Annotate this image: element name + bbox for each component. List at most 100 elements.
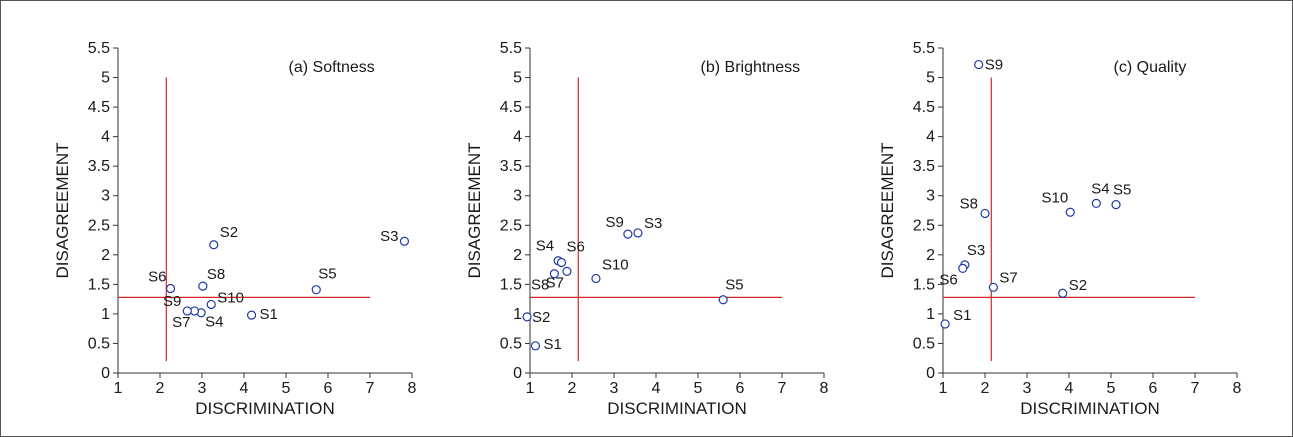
x-tick-label: 8	[408, 380, 417, 397]
x-tick-label: 8	[1233, 380, 1242, 397]
y-tick-label: 5.5	[913, 40, 935, 57]
point-s5	[718, 295, 728, 305]
y-tick-label: 4.5	[913, 99, 935, 116]
point-s10	[591, 273, 601, 284]
x-tick-label: 8	[820, 380, 829, 397]
x-axis-label: DISCRIMINATION	[607, 399, 746, 418]
point-label-s9: S9	[163, 293, 181, 310]
point-label-s6: S6	[939, 271, 957, 288]
x-tick-label: 4	[1065, 380, 1074, 397]
y-tick-label: 2	[513, 247, 522, 264]
x-tick-label: 5	[282, 380, 291, 397]
point-s9	[974, 59, 984, 70]
x-tick-label: 5	[1107, 380, 1116, 397]
y-tick-label: 0	[101, 365, 110, 382]
point-label-s4: S4	[205, 314, 223, 331]
point-s10	[206, 299, 216, 310]
point-label-s5: S5	[318, 266, 336, 283]
x-tick-label: 6	[1149, 380, 1158, 397]
point-label-s4: S4	[536, 238, 554, 255]
point-s9	[182, 306, 192, 316]
point-s8	[198, 281, 208, 291]
y-tick-label: 5	[926, 70, 935, 87]
charts-group: 1 2 3 4 5 6 7 8 0 0.5 1 1.5 2 2.5 3 3.5 4 4.5 5 5.5 DISCRIMI…	[53, 40, 1242, 418]
y-tick-label: 3	[513, 188, 522, 205]
y-axis-label: DISAGREEMENT	[878, 142, 897, 278]
x-tick-label: 4	[652, 380, 661, 397]
point-label-s9: S9	[985, 57, 1003, 74]
point-label-s6: S6	[567, 239, 585, 256]
y-tick-label: 0	[926, 365, 935, 382]
x-tick-label: 6	[736, 380, 745, 397]
y-tick-label: 5.5	[88, 40, 110, 57]
point-label-s8: S8	[960, 195, 978, 212]
point-s3	[399, 236, 410, 246]
point-label-s1: S1	[260, 306, 278, 323]
point-s2	[1058, 288, 1068, 298]
x-tick-label: 1	[526, 380, 535, 397]
x-tick-label: 2	[156, 380, 165, 397]
x-tick-label: 4	[240, 380, 249, 397]
y-tick-label: 0.5	[913, 335, 935, 352]
point-s7	[562, 266, 572, 276]
x-tick-label: 7	[366, 380, 375, 397]
point-s5	[1111, 199, 1121, 210]
point-label-s9: S9	[606, 214, 624, 231]
point-label-s4: S4	[1091, 180, 1109, 197]
point-label-s7: S7	[546, 274, 564, 291]
point-s8	[980, 208, 990, 219]
point-s7	[988, 282, 999, 292]
x-tick-label: 3	[198, 380, 207, 397]
x-axis-label: DISCRIMINATION	[1020, 399, 1159, 418]
y-tick-label: 4.5	[500, 99, 522, 116]
y-tick-label: 2.5	[500, 217, 522, 234]
point-s1	[530, 341, 541, 351]
y-tick-label: 3.5	[913, 158, 935, 175]
point-label-s3: S3	[644, 215, 662, 232]
point-s1	[940, 319, 950, 329]
y-tick-label: 0.5	[88, 335, 110, 352]
y-tick-label: 4	[101, 129, 110, 146]
point-label-s10: S10	[602, 256, 629, 273]
x-tick-label: 6	[324, 380, 333, 397]
point-s6	[165, 283, 176, 294]
panel-title: (b) Brightness	[701, 59, 801, 76]
point-label-s1: S1	[543, 336, 561, 353]
y-tick-label: 2	[926, 247, 935, 264]
y-tick-label: 5	[513, 70, 522, 87]
y-tick-label: 2.5	[88, 217, 110, 234]
y-tick-label: 1.5	[913, 276, 935, 293]
point-label-s2: S2	[1069, 277, 1087, 294]
y-tick-label: 3.5	[500, 158, 522, 175]
point-s8	[549, 269, 559, 279]
y-tick-label: 1.5	[88, 276, 110, 293]
y-tick-label: 4	[513, 129, 522, 146]
point-s5	[311, 285, 321, 295]
point-label-s2: S2	[220, 224, 238, 241]
point-label-s1: S1	[953, 307, 971, 324]
x-tick-label: 5	[694, 380, 703, 397]
x-tick-label: 7	[778, 380, 787, 397]
y-tick-label: 1	[101, 306, 110, 323]
y-tick-label: 1.5	[500, 276, 522, 293]
point-s3	[633, 228, 643, 238]
y-tick-label: 1	[513, 306, 522, 323]
y-tick-label: 5.5	[500, 40, 522, 57]
y-tick-label: 3.5	[88, 158, 110, 175]
y-tick-label: 0	[513, 365, 522, 382]
point-label-s7: S7	[999, 269, 1017, 286]
scatter-panel-3: 1 2 3 4 5 6 7 8 0 0.5 1 1.5 2 2.5 3 3.5 4 4.5 5 5.5 DISCRIMI…	[878, 40, 1242, 418]
point-s2	[522, 312, 532, 322]
panel-title: (a) Softness	[289, 59, 375, 76]
point-label-s8: S8	[531, 277, 549, 294]
point-s10	[1065, 207, 1075, 217]
y-tick-label: 3	[101, 188, 110, 205]
x-tick-label: 7	[1191, 380, 1200, 397]
point-label-s3: S3	[967, 242, 985, 259]
panel-title: (c) Quality	[1114, 59, 1187, 76]
point-label-s5: S5	[725, 277, 743, 294]
point-s2	[209, 240, 219, 250]
x-tick-label: 2	[568, 380, 577, 397]
point-s9	[623, 229, 633, 239]
y-tick-label: 4	[926, 129, 935, 146]
